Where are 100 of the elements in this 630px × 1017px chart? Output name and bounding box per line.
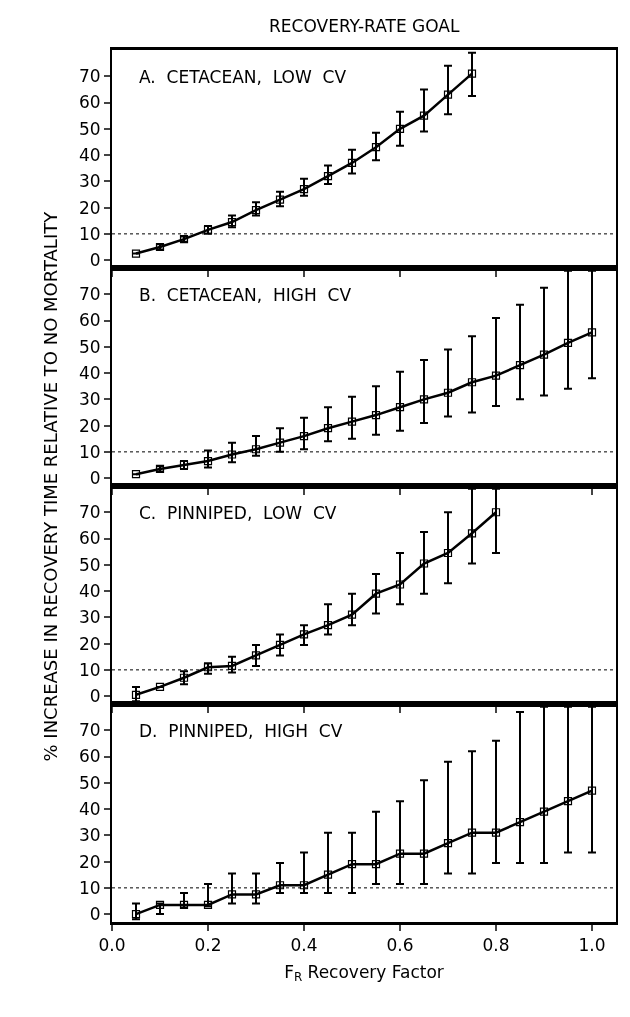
x-tick-label: 1.0 [578,935,606,956]
y-tick-label: 50 [78,772,101,793]
y-tick-label: 20 [78,633,101,654]
point [371,410,381,420]
point [131,690,141,699]
y-tick-label: 70 [78,720,101,741]
y-tick-label: 40 [78,363,101,384]
y-tick-label: 20 [78,197,101,218]
point [467,69,477,78]
annotation: A. CETACEAN, LOW CV [139,67,347,87]
y-tick-label: 40 [78,145,101,166]
chart-title: RECOVERY-RATE GOAL [269,16,460,36]
point [347,860,357,869]
y-tick-label: 0 [89,468,101,489]
point [563,338,573,347]
y-tick-label: 60 [78,746,101,767]
point [251,206,261,215]
point [395,580,405,589]
point [395,124,405,133]
y-tick-label: 70 [78,284,101,305]
x-tick-label: 0.6 [386,935,414,956]
point [299,185,309,194]
point [491,508,501,517]
point [515,361,525,370]
y-tick-label: 60 [78,92,101,113]
y-tick-label: 60 [78,528,101,549]
point [299,630,309,639]
y-axis-title: % INCREASE IN RECOVERY TIME RELATIVE TO NO MORTALITY [39,210,61,762]
point [443,839,453,848]
point [347,158,357,168]
point [227,450,237,459]
x-tick-label: 0.8 [482,935,510,956]
point [467,378,477,387]
y-tick-label: 50 [78,336,101,357]
point [443,388,453,397]
point [467,529,477,538]
point [347,610,357,619]
y-tick-label: 30 [78,607,101,628]
y-tick-label: 50 [78,118,101,139]
point [539,807,549,816]
point [371,860,381,869]
point [539,350,549,359]
y-tick-label: 40 [78,581,101,602]
y-tick-label: 20 [78,415,101,436]
y-tick-label: 10 [78,441,101,462]
point [371,143,381,152]
y-tick-label: 10 [78,877,101,898]
y-tick-label: 60 [78,310,101,331]
point [515,818,525,827]
point [395,849,405,858]
point [443,90,453,99]
y-tick-label: 20 [78,851,101,872]
x-axis-title: F$_{R}$ Recovery Factor [284,961,444,985]
point [419,559,429,568]
point [587,786,597,795]
y-tick-label: 10 [78,659,101,680]
point [299,432,309,441]
x-tick-label: 0.4 [290,935,318,956]
point [419,111,429,120]
point [251,890,261,899]
point [203,456,213,466]
point [179,900,189,910]
point [491,828,501,837]
point [275,438,285,447]
point [251,651,261,660]
point [323,424,333,433]
annotation: D. PINNIPED, HIGH CV [139,721,343,741]
point [323,870,333,879]
annotation: B. CETACEAN, HIGH CV [139,285,352,305]
point [131,910,141,919]
y-tick-label: 70 [78,502,101,523]
annotation: C. PINNIPED, LOW CV [139,503,337,523]
x-tick-label: 0.2 [194,935,222,956]
y-tick-label: 30 [78,171,101,192]
point [419,849,429,858]
point [155,682,165,692]
point [587,328,597,337]
y-tick-label: 0 [89,250,101,271]
y-tick-label: 30 [78,389,101,410]
point [467,828,477,837]
y-tick-label: 0 [89,686,101,707]
y-tick-label: 50 [78,554,101,575]
point [227,661,237,671]
point [155,900,165,910]
point [323,171,333,181]
y-tick-label: 30 [78,825,101,846]
point [275,881,285,890]
point [323,621,333,630]
x-tick-label: 0.0 [98,935,126,956]
point [275,195,285,204]
point [251,445,261,454]
y-tick-label: 0 [89,904,101,925]
point [299,881,309,890]
point [347,417,357,426]
y-tick-label: 10 [78,223,101,244]
y-tick-label: 40 [78,799,101,820]
point [563,797,573,806]
point [371,589,381,598]
y-tick-label: 70 [78,66,101,87]
point [275,640,285,649]
